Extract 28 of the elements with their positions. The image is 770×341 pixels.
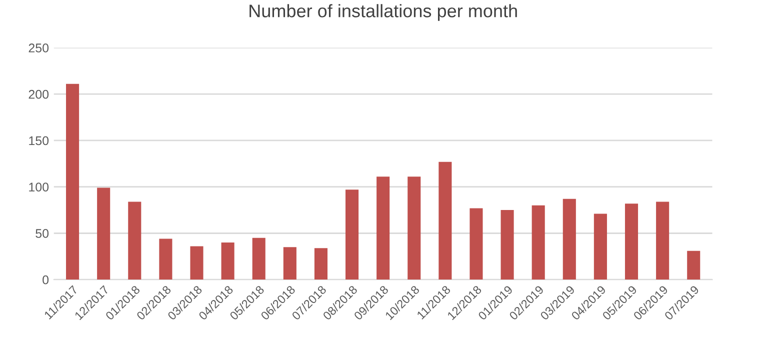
bar (159, 238, 172, 280)
bar (283, 247, 296, 280)
bar (252, 238, 266, 280)
bar (376, 176, 390, 280)
bar (624, 204, 638, 280)
y-tick-label: 200 (28, 90, 49, 99)
y-tick-label: 150 (29, 136, 49, 146)
bar (408, 176, 421, 280)
bar (532, 205, 545, 280)
y-tick-label: 100 (29, 182, 49, 192)
bar (500, 210, 514, 280)
bar (128, 202, 142, 280)
y-tick-label: 0 (42, 275, 49, 284)
bar (687, 250, 700, 280)
chart-title: Number of installations per month (250, 4, 517, 21)
bar (656, 202, 670, 280)
bar (594, 214, 607, 280)
y-tick-label: 250 (28, 44, 49, 52)
y-tick-label: 50 (36, 229, 49, 238)
bar (346, 190, 359, 280)
bar (314, 248, 328, 280)
bar (221, 242, 234, 280)
bar (562, 198, 576, 280)
bar (97, 188, 110, 280)
bar (190, 246, 204, 280)
bar (66, 84, 80, 280)
bar (438, 162, 452, 280)
bar (470, 208, 483, 280)
